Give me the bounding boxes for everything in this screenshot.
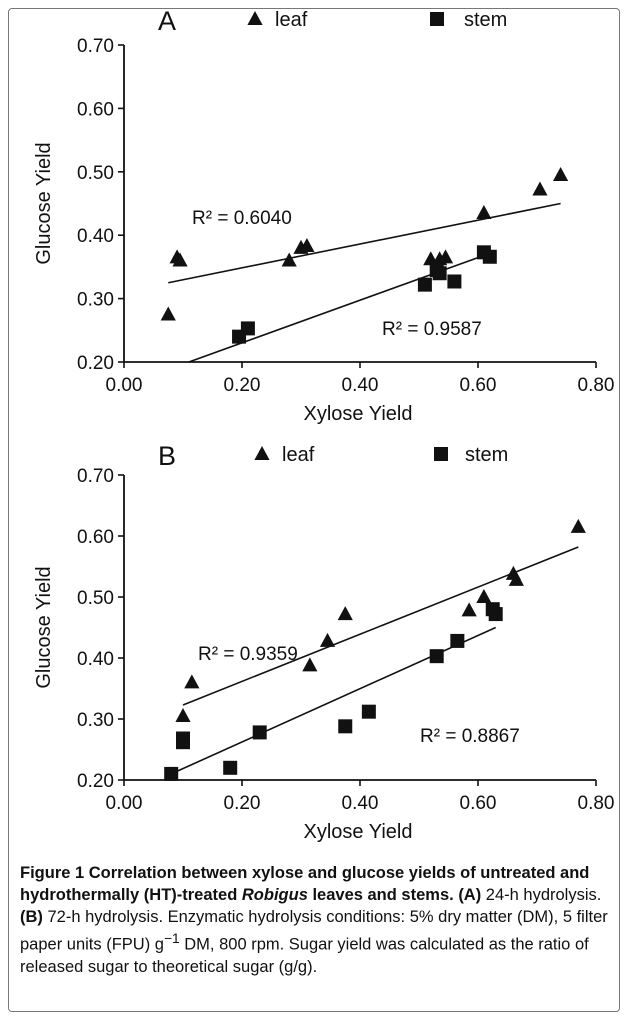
y-tick-label: 0.70: [77, 36, 114, 57]
data-point-leaf: [302, 657, 318, 672]
x-tick-label: 0.20: [224, 375, 261, 396]
data-point-stem: [223, 760, 238, 775]
x-tick-label: 0.60: [460, 375, 497, 396]
data-point-stem: [361, 704, 376, 719]
data-point-stem: [450, 633, 465, 648]
data-point-stem: [252, 725, 267, 740]
data-point-stem: [338, 719, 353, 734]
y-tick-label: 0.40: [77, 649, 114, 670]
caption-text-b: 72-h hydrolysis. Enzymatic hydrolysis co…: [20, 908, 608, 954]
y-tick-label: 0.20: [77, 771, 114, 792]
caption-text-b-end: DM, 800 rpm. Sugar yield was calculated …: [20, 935, 589, 976]
chart-panel-b: 0.200.300.400.500.600.700.00 0.20 0.40 0.60…: [33, 441, 615, 843]
data-point-stem: [417, 277, 432, 292]
y-tick-label: 0.20: [77, 353, 114, 374]
data-point-leaf: [553, 166, 569, 181]
figure-frame: [8, 8, 620, 1012]
y-axis-title: Glucose Yield: [33, 566, 55, 688]
data-point-leaf: [437, 249, 454, 264]
caption-superscript: −1: [163, 931, 180, 946]
x-tick-label: 0.80: [578, 793, 615, 814]
trendline-leaf: [182, 546, 579, 706]
data-point-leaf: [532, 181, 548, 196]
y-axis-title: Glucose Yield: [33, 142, 55, 264]
data-point-leaf: [476, 589, 492, 603]
x-tick-label: 0.20: [224, 793, 261, 814]
data-point-leaf: [175, 707, 191, 722]
caption-title-species: Robigus: [241, 886, 308, 904]
y-tick-label: 0.50: [77, 163, 114, 184]
r2-label-leaf: R² = 0.9359: [198, 644, 298, 665]
x-tick-label: 0.80: [578, 375, 615, 396]
panel-label: B: [158, 441, 176, 471]
data-point-leaf: [299, 237, 315, 252]
data-point-leaf: [476, 205, 492, 220]
x-tick-label: 0.40: [342, 793, 379, 814]
legend-label-leaf: leaf: [282, 444, 315, 466]
caption-text-a: 24-h hydrolysis.: [481, 886, 602, 904]
caption-label-b: (B): [20, 908, 43, 926]
x-tick-label: 0.00: [106, 375, 143, 396]
legend-label-leaf: leaf: [275, 9, 308, 31]
x-axis-title: Xylose Yield: [304, 403, 413, 425]
data-point-leaf: [184, 674, 200, 689]
panel-label: A: [158, 6, 176, 36]
caption-title-end: leaves and stems.: [307, 886, 454, 904]
data-point-stem: [164, 766, 179, 781]
data-point-leaf: [570, 518, 586, 533]
legend-marker-leaf: [247, 11, 263, 25]
caption-title: Figure 1 Correlation between xylose and …: [20, 864, 590, 904]
data-point-stem: [240, 321, 255, 336]
data-point-leaf: [461, 602, 477, 617]
caption-label-a: (A): [458, 886, 482, 904]
x-tick-label: 0.00: [106, 793, 143, 814]
y-tick-label: 0.60: [77, 527, 114, 548]
y-tick-label: 0.40: [77, 226, 114, 247]
data-point-stem: [482, 249, 497, 264]
legend-marker-stem: [434, 447, 448, 461]
y-tick-label: 0.30: [77, 710, 114, 731]
data-point-leaf: [337, 606, 353, 621]
data-point-stem: [432, 266, 447, 281]
trendline-leaf: [168, 202, 561, 284]
x-axis-title: Xylose Yield: [304, 821, 413, 843]
data-point-stem: [429, 649, 444, 664]
figure-caption: Figure 1 Correlation between xylose and …: [20, 862, 612, 978]
data-point-leaf: [172, 252, 188, 267]
data-point-leaf: [281, 252, 297, 267]
x-tick-label: 0.40: [342, 375, 379, 396]
data-point-leaf: [160, 306, 176, 321]
y-tick-label: 0.30: [77, 290, 114, 311]
y-tick-label: 0.70: [77, 466, 114, 487]
x-tick-label: 0.60: [460, 793, 497, 814]
r2-label-leaf: R² = 0.6040: [192, 208, 292, 229]
r2-label-stem: R² = 0.8867: [420, 726, 520, 747]
legend-label-stem: stem: [464, 9, 507, 31]
chart-panel-a: 0.200.300.400.500.600.700.00 0.20 0.40 0.60…: [33, 6, 615, 425]
r2-label-stem: R² = 0.9587: [382, 319, 482, 340]
y-tick-label: 0.50: [77, 588, 114, 609]
data-point-stem: [488, 607, 503, 622]
legend-label-stem: stem: [465, 444, 508, 466]
legend-marker-leaf: [254, 446, 270, 460]
legend-marker-stem: [430, 12, 444, 26]
data-point-leaf: [319, 632, 336, 647]
data-point-leaf: [508, 571, 524, 586]
y-tick-label: 0.60: [77, 99, 114, 120]
data-point-stem: [447, 274, 462, 289]
data-point-stem: [176, 735, 190, 750]
